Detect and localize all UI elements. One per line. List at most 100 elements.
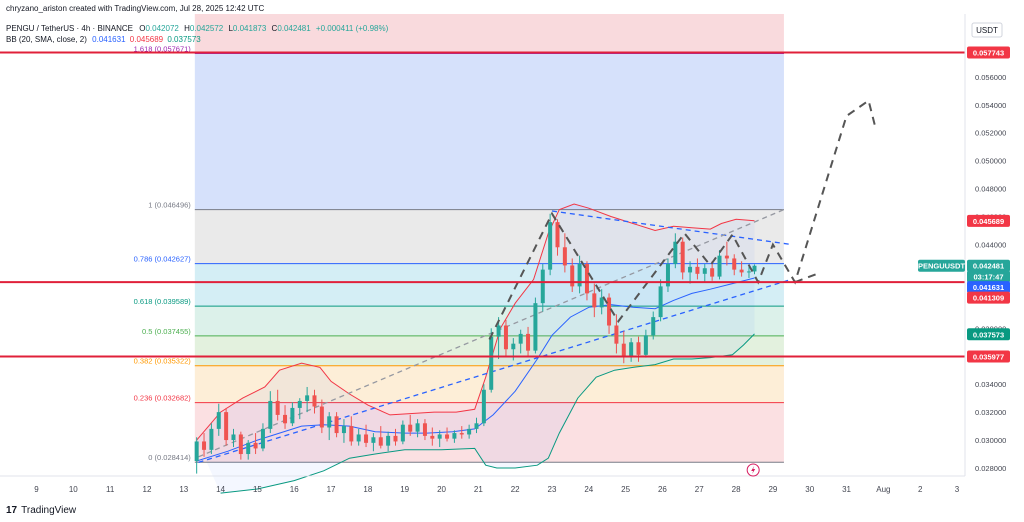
candle-body-15 [305, 395, 310, 401]
x-tick-1: 10 [69, 485, 78, 494]
x-tick-2: 11 [106, 485, 115, 494]
candle-body-65 [673, 241, 678, 265]
candle-body-13 [290, 407, 295, 424]
candle-body-41 [496, 325, 501, 337]
candle-body-6 [238, 434, 243, 455]
bb-lower-line [220, 333, 755, 494]
candle-body-68 [695, 266, 700, 274]
x-tick-7: 16 [290, 485, 299, 494]
price-label-bg-1 [967, 214, 1010, 227]
fib-label-0.618: 0.618 (0.039589) [134, 297, 192, 306]
candle-body-64 [665, 264, 670, 287]
lightning-glyph-icon [751, 466, 756, 474]
candle-body-0 [194, 441, 199, 462]
candle-body-57 [614, 325, 619, 344]
brand-name: TradingView [21, 505, 77, 516]
candle-body-4 [224, 412, 229, 441]
x-tick-25: 3 [955, 485, 960, 494]
candle-body-66 [680, 241, 685, 273]
bb-label: BB (20, SMA, close, 2) [6, 35, 87, 44]
candle-body-36 [459, 433, 464, 435]
candle-body-30 [415, 423, 420, 432]
y-tick-8: 0.044000 [975, 240, 1006, 249]
price-label-2: 0.042481 [973, 262, 1004, 271]
candle-body-69 [702, 268, 707, 274]
x-tick-21: 30 [805, 485, 814, 494]
projection-path [488, 98, 877, 340]
x-tick-9: 18 [363, 485, 372, 494]
candle-body-26 [386, 435, 391, 446]
symbol-name[interactable]: PENGU / TetherUS · 4h · BINANCE [6, 24, 133, 33]
symbol-tag-bg [918, 259, 965, 272]
time-axis[interactable]: 9 10 11 12 13 14 15 16 17 18 19 20 21 22 23 24 25 26 27 28 2… [0, 475, 965, 494]
y-tick-3: 0.034000 [975, 380, 1006, 389]
candle-body-9 [260, 428, 265, 449]
price-label-bg-3 [967, 270, 1010, 283]
symbol-legend: PENGU / TetherUS · 4h · BINANCE O0.04207… [6, 24, 388, 33]
price-label-bg-7 [967, 350, 1010, 363]
fib-label-0.236: 0.236 (0.032682) [134, 394, 192, 403]
ohlc-h: H0.042572 [184, 24, 224, 33]
tradingview-brand[interactable]: 17 TradingView [6, 505, 76, 516]
y-tick-0: 0.028000 [975, 464, 1006, 473]
y-tick-1: 0.030000 [975, 436, 1006, 445]
x-tick-4: 13 [179, 485, 188, 494]
chart-misc [746, 463, 760, 477]
candle-body-55 [599, 297, 604, 308]
y-tick-14: 0.056000 [975, 73, 1006, 82]
bb-upper-value: 0.045689 [129, 35, 164, 44]
x-tick-18: 27 [695, 485, 704, 494]
candle-body-22 [356, 434, 361, 442]
candle-body-11 [275, 400, 280, 415]
candle-body-59 [629, 342, 634, 357]
candle-body-34 [445, 434, 450, 439]
bb-legend[interactable]: BB (20, SMA, close, 2) 0.041631 0.045689… [6, 35, 201, 44]
x-tick-23: Aug [876, 485, 890, 494]
ohlc-l: L0.041873 [228, 24, 267, 33]
x-tick-6: 15 [253, 485, 262, 494]
bb-lower-value: 0.037573 [167, 35, 201, 44]
x-tick-15: 24 [584, 485, 593, 494]
candle-body-19 [334, 416, 339, 434]
candle-body-25 [378, 437, 383, 446]
price-label-bg-4 [967, 281, 1010, 294]
candle-body-75 [746, 271, 751, 273]
candle-body-54 [592, 293, 597, 308]
fib-zone-0.786 [194, 263, 784, 307]
candle-body-72 [724, 255, 729, 259]
projection-0 [488, 98, 877, 340]
fib-label-1.618: 1.618 (0.057671) [134, 44, 192, 53]
price-label-6: 0.037573 [973, 330, 1004, 339]
symbol-tag: PENGUUSDT [918, 262, 966, 271]
candle-body-40 [489, 336, 494, 390]
candle-body-46 [533, 303, 538, 351]
bb-mid-value: 0.041631 [92, 35, 126, 44]
candles [194, 213, 757, 474]
candle-body-58 [621, 343, 626, 357]
price-labels: 0.057743 0.045689 0.042481 03:17:470.041631… [918, 46, 1010, 363]
candle-body-14 [297, 400, 302, 408]
fib-zone-extension [194, 14, 784, 54]
candle-body-76 [752, 265, 757, 272]
candle-body-53 [584, 264, 589, 294]
x-tick-24: 2 [918, 485, 923, 494]
candle-body-38 [474, 423, 479, 429]
x-tick-10: 19 [400, 485, 409, 494]
candle-body-2 [209, 428, 214, 450]
candle-body-12 [283, 414, 288, 424]
candle-body-1 [202, 441, 207, 450]
candle-body-49 [555, 222, 560, 248]
x-tick-5: 14 [216, 485, 225, 494]
currency-label: USDT [976, 26, 998, 35]
candle-body-18 [327, 416, 332, 428]
candle-body-33 [437, 434, 442, 439]
candle-body-73 [732, 258, 737, 270]
fib-label-0.786: 0.786 (0.042627) [134, 255, 192, 264]
candle-body-31 [422, 423, 427, 436]
trendline-0 [198, 278, 792, 464]
candle-body-20 [341, 426, 346, 434]
x-tick-13: 22 [511, 485, 520, 494]
candle-body-39 [481, 389, 486, 424]
candle-body-37 [467, 428, 472, 435]
